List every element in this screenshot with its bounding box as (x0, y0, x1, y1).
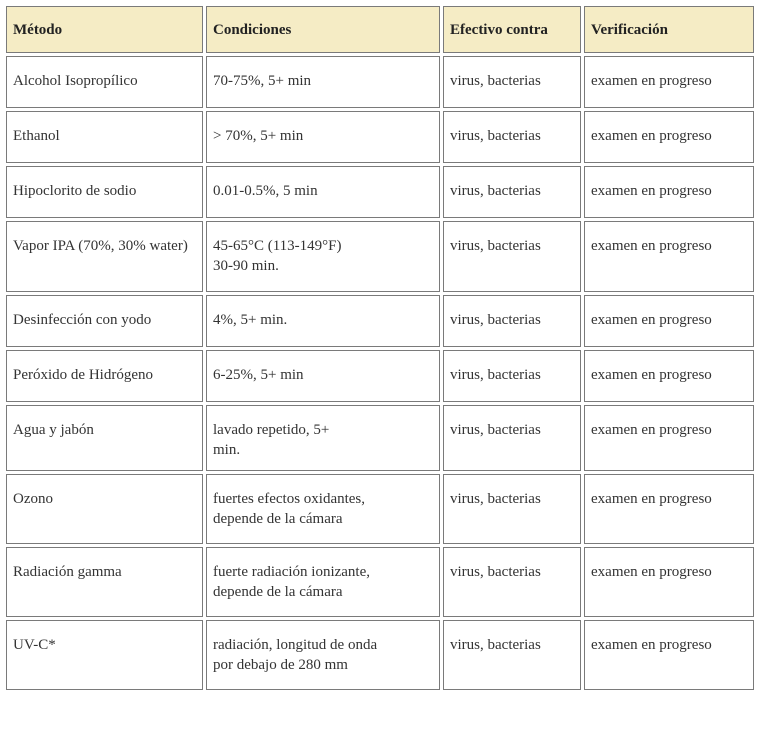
table-row: Ozono fuertes efectos oxidantes, depende… (6, 474, 754, 544)
effective-cell: virus, bacterias (443, 295, 581, 347)
conditions-cell: fuertes efectos oxidantes, depende de la… (206, 474, 440, 544)
conditions-cell: fuerte radiación ionizante, depende de l… (206, 547, 440, 617)
conditions-cell: 0.01-0.5%, 5 min (206, 166, 440, 218)
method-cell: Desinfección con yodo (6, 295, 203, 347)
effective-cell: virus, bacterias (443, 547, 581, 617)
conditions-cell: lavado repetido, 5+ min. (206, 405, 440, 471)
table-row: Peróxido de Hidrógeno 6-25%, 5+ min viru… (6, 350, 754, 402)
verification-cell: examen en progreso (584, 111, 754, 163)
conditions-cell: 6-25%, 5+ min (206, 350, 440, 402)
verification-cell: examen en progreso (584, 295, 754, 347)
verification-cell: examen en progreso (584, 350, 754, 402)
verification-cell: examen en progreso (584, 221, 754, 292)
verification-cell: examen en progreso (584, 620, 754, 690)
verification-cell: examen en progreso (584, 547, 754, 617)
conditions-cell: 45-65°C (113-149°F) 30-90 min. (206, 221, 440, 292)
method-cell: Ethanol (6, 111, 203, 163)
table-row: Hipoclorito de sodio 0.01-0.5%, 5 min vi… (6, 166, 754, 218)
conditions-cell: radiación, longitud de onda por debajo d… (206, 620, 440, 690)
method-cell: Ozono (6, 474, 203, 544)
method-cell: Alcohol Isopropílico (6, 56, 203, 108)
table-row: Ethanol > 70%, 5+ min virus, bacterias e… (6, 111, 754, 163)
method-cell: Hipoclorito de sodio (6, 166, 203, 218)
header-row: Método Condiciones Efectivo contra Verif… (6, 6, 754, 53)
verification-cell: examen en progreso (584, 56, 754, 108)
table-row: Alcohol Isopropílico 70-75%, 5+ min viru… (6, 56, 754, 108)
conditions-cell: 4%, 5+ min. (206, 295, 440, 347)
header-method: Método (6, 6, 203, 53)
table-body: Alcohol Isopropílico 70-75%, 5+ min viru… (6, 56, 754, 690)
table-row: Desinfección con yodo 4%, 5+ min. virus,… (6, 295, 754, 347)
table-row: UV-C* radiación, longitud de onda por de… (6, 620, 754, 690)
method-cell: Radiación gamma (6, 547, 203, 617)
header-verification: Verificación (584, 6, 754, 53)
disinfection-methods-table: Método Condiciones Efectivo contra Verif… (3, 3, 757, 693)
verification-cell: examen en progreso (584, 405, 754, 471)
effective-cell: virus, bacterias (443, 620, 581, 690)
table-row: Vapor IPA (70%, 30% water) 45-65°C (113-… (6, 221, 754, 292)
effective-cell: virus, bacterias (443, 221, 581, 292)
method-cell: Peróxido de Hidrógeno (6, 350, 203, 402)
method-cell: Agua y jabón (6, 405, 203, 471)
verification-cell: examen en progreso (584, 474, 754, 544)
table-row: Agua y jabón lavado repetido, 5+ min. vi… (6, 405, 754, 471)
effective-cell: virus, bacterias (443, 350, 581, 402)
header-effective-against: Efectivo contra (443, 6, 581, 53)
method-cell: UV-C* (6, 620, 203, 690)
header-conditions: Condiciones (206, 6, 440, 53)
verification-cell: examen en progreso (584, 166, 754, 218)
method-cell: Vapor IPA (70%, 30% water) (6, 221, 203, 292)
effective-cell: virus, bacterias (443, 56, 581, 108)
table-row: Radiación gamma fuerte radiación ionizan… (6, 547, 754, 617)
effective-cell: virus, bacterias (443, 111, 581, 163)
conditions-cell: 70-75%, 5+ min (206, 56, 440, 108)
effective-cell: virus, bacterias (443, 166, 581, 218)
effective-cell: virus, bacterias (443, 405, 581, 471)
effective-cell: virus, bacterias (443, 474, 581, 544)
table-header: Método Condiciones Efectivo contra Verif… (6, 6, 754, 53)
conditions-cell: > 70%, 5+ min (206, 111, 440, 163)
